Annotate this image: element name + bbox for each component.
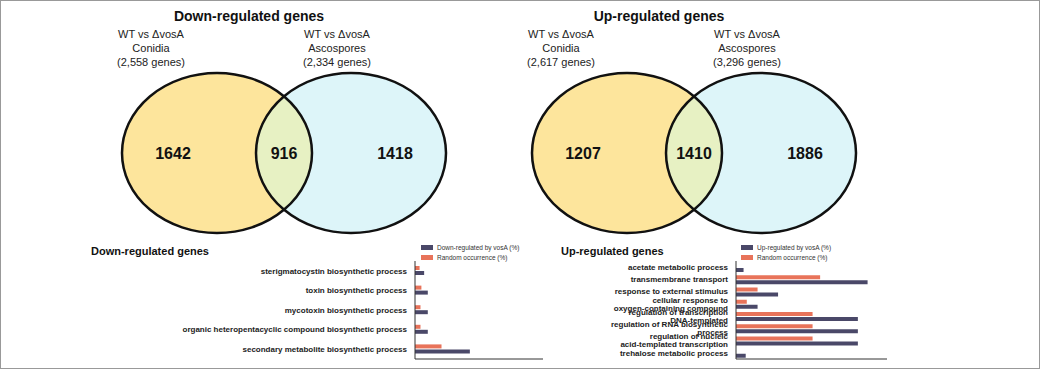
svg-text:WT vs ΔvosA: WT vs ΔvosA [714, 28, 780, 40]
svg-text:(2,558 genes): (2,558 genes) [117, 56, 185, 68]
svg-text:916: 916 [271, 145, 298, 162]
svg-text:WT vs ΔvosA: WT vs ΔvosA [528, 28, 594, 40]
svg-text:acetate metabolic process: acetate metabolic process [628, 263, 729, 272]
svg-text:sterigmatocystin biosynthetic: sterigmatocystin biosynthetic process [261, 267, 408, 276]
svg-text:Ascospores: Ascospores [718, 42, 776, 54]
svg-text:WT vs ΔvosA: WT vs ΔvosA [304, 28, 370, 40]
svg-text:(2,334 genes): (2,334 genes) [303, 56, 371, 68]
svg-text:Down-regulated genes: Down-regulated genes [174, 8, 324, 24]
svg-text:Conidia: Conidia [542, 42, 580, 54]
svg-text:secondary metabolite biosynthe: secondary metabolite biosynthetic proces… [243, 345, 408, 354]
svg-text:transmembrane transport: transmembrane transport [631, 275, 729, 284]
svg-text:trehalose metabolic process: trehalose metabolic process [620, 349, 729, 358]
svg-text:1886: 1886 [787, 145, 823, 162]
svg-text:Ascospores: Ascospores [308, 42, 366, 54]
svg-text:1418: 1418 [377, 145, 413, 162]
svg-text:Conidia: Conidia [132, 42, 170, 54]
svg-text:regulation of nucleicacid-temp: regulation of nucleicacid-templated tran… [620, 332, 728, 349]
svg-text:1410: 1410 [676, 145, 712, 162]
svg-text:(2,617 genes): (2,617 genes) [527, 56, 595, 68]
svg-text:1207: 1207 [565, 145, 601, 162]
svg-text:Up-regulated genes: Up-regulated genes [594, 8, 725, 24]
svg-text:(3,296 genes): (3,296 genes) [713, 56, 781, 68]
svg-text:organic heteropentacyclic comp: organic heteropentacyclic compound biosy… [183, 325, 408, 334]
svg-text:1642: 1642 [155, 145, 191, 162]
svg-text:WT vs ΔvosA: WT vs ΔvosA [118, 28, 184, 40]
svg-text:toxin biosynthetic process: toxin biosynthetic process [306, 286, 408, 295]
svg-text:mycotoxin biosynthetic process: mycotoxin biosynthetic process [285, 306, 408, 315]
